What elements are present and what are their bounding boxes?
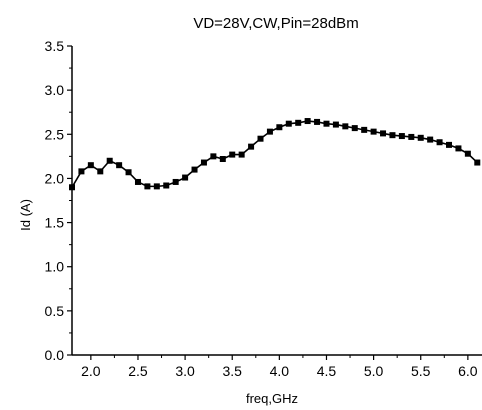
data-point-marker: [172, 178, 179, 185]
data-point-marker: [332, 121, 339, 128]
series-line: [71, 120, 478, 188]
chart-title: VD=28V,CW,Pin=28dBm: [193, 15, 358, 32]
data-point-marker: [134, 178, 141, 185]
data-point-marker: [276, 124, 283, 131]
data-point-marker: [144, 183, 151, 190]
data-point-marker: [446, 141, 453, 148]
x-tick-label: 3.0: [175, 363, 195, 379]
data-point-marker: [266, 128, 273, 135]
data-point-marker: [427, 136, 434, 143]
x-tick-label: 4.5: [317, 363, 337, 379]
data-point-marker: [408, 133, 415, 140]
data-point-marker: [97, 168, 104, 175]
data-point-marker: [163, 182, 170, 189]
data-point-marker: [219, 156, 226, 163]
data-point-marker: [229, 151, 236, 158]
data-point-marker: [474, 159, 481, 166]
data-point-marker: [69, 184, 75, 191]
data-point-marker: [417, 134, 424, 141]
data-point-marker: [210, 153, 217, 160]
data-point-marker: [361, 126, 368, 133]
y-tick-label: 3.5: [45, 38, 65, 54]
data-point-marker: [351, 125, 358, 132]
data-point-marker: [389, 132, 396, 139]
data-point-marker: [464, 150, 471, 157]
y-tick-label: 3.0: [45, 82, 65, 98]
data-point-marker: [238, 151, 245, 158]
y-tick-label: 1.0: [45, 259, 65, 275]
plot-area: 0.0 0.5 1.0 1.5 2.0 2.5 3.0 3.5 2.0 2.5 3.0 3.5 4.0 4…: [45, 38, 482, 379]
y-tick-label: 2.0: [45, 170, 65, 186]
data-point-marker: [116, 162, 123, 169]
data-point-marker: [295, 119, 302, 126]
x-tick-label: 3.5: [222, 363, 242, 379]
data-point-marker: [398, 133, 405, 140]
x-tick-label: 5.0: [364, 363, 384, 379]
data-point-marker: [125, 169, 132, 176]
data-point-marker: [153, 183, 160, 190]
y-tick-label: 1.5: [45, 215, 65, 231]
data-point-marker: [106, 157, 113, 164]
data-point-marker: [380, 130, 387, 137]
x-axis-label: freq,GHz: [246, 391, 298, 406]
data-point-marker: [200, 159, 207, 166]
x-tick-label: 5.5: [411, 363, 431, 379]
data-point-marker: [436, 139, 443, 146]
data-point-marker: [314, 118, 321, 125]
data-point-marker: [455, 145, 462, 152]
data-point-marker: [87, 162, 94, 169]
data-point-marker: [191, 166, 198, 173]
x-tick-label: 4.0: [270, 363, 290, 379]
x-tick-label: 6.0: [458, 363, 478, 379]
data-point-marker: [370, 128, 377, 135]
data-point-marker: [304, 118, 311, 125]
y-axis-label: Id (A): [18, 199, 33, 231]
y-tick-label: 0.5: [45, 303, 65, 319]
data-point-marker: [257, 135, 264, 142]
data-point-marker: [342, 123, 349, 130]
data-point-marker: [248, 143, 255, 150]
data-point-marker: [323, 120, 330, 127]
data-point-marker: [78, 168, 85, 175]
y-tick-label: 0.0: [45, 347, 65, 363]
y-tick-label: 2.5: [45, 126, 65, 142]
x-tick-label: 2.5: [128, 363, 148, 379]
x-tick-label: 2.0: [81, 363, 101, 379]
data-point-marker: [285, 120, 292, 127]
data-point-marker: [182, 174, 189, 181]
